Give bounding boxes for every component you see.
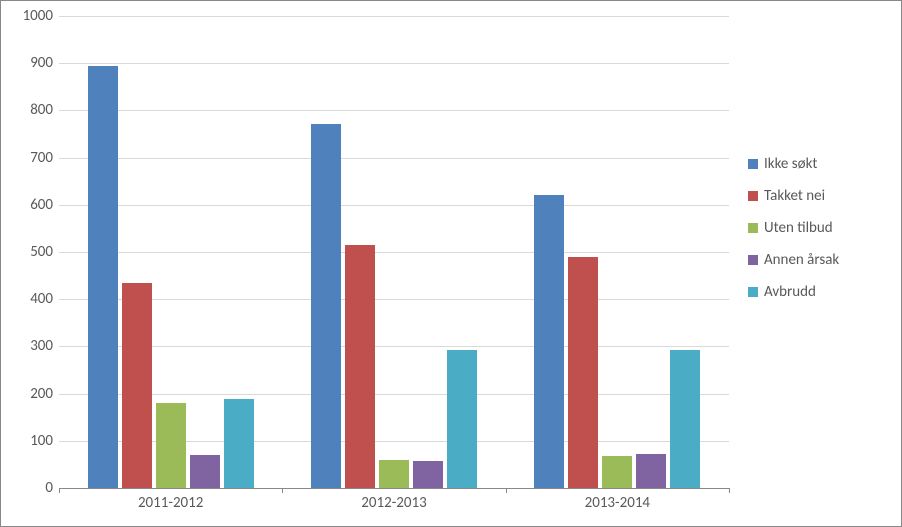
y-tick-label: 500 <box>30 243 53 261</box>
legend-item: Uten tilbud <box>748 219 839 237</box>
gridline <box>59 346 729 347</box>
y-tick-label: 100 <box>30 432 53 450</box>
y-tick-label: 600 <box>30 196 53 214</box>
x-tick-mark <box>282 488 283 493</box>
legend-label: Ikke søkt <box>764 155 817 173</box>
bar <box>568 257 598 488</box>
plot-area: 010020030040050060070080090010002011-201… <box>59 16 729 488</box>
y-tick-label: 0 <box>45 479 53 497</box>
y-tick-label: 200 <box>30 385 53 403</box>
legend-label: Takket nei <box>764 187 825 205</box>
y-tick-label: 300 <box>30 337 53 355</box>
legend-swatch <box>748 159 758 169</box>
bar <box>447 350 477 488</box>
legend-swatch <box>748 223 758 233</box>
gridline <box>59 158 729 159</box>
legend-item: Takket nei <box>748 187 839 205</box>
bar <box>190 455 220 488</box>
bar <box>156 403 186 488</box>
y-tick-label: 400 <box>30 290 53 308</box>
chart-frame: 0 100 200 300 400 500 600 700 800 900 1000 2011-201… <box>0 0 902 527</box>
gridline <box>59 16 729 17</box>
bar <box>88 66 118 488</box>
x-tick-mark <box>729 488 730 493</box>
legend: Ikke søkt Takket nei Uten tilbud Annen årsa… <box>748 141 839 315</box>
y-tick-label: 900 <box>30 54 53 72</box>
gridline <box>59 205 729 206</box>
gridline <box>59 394 729 395</box>
gridline <box>59 110 729 111</box>
legend-label: Annen årsak <box>764 251 839 269</box>
bar <box>670 350 700 488</box>
x-tick-label: 2011-2012 <box>138 494 203 512</box>
y-tick-label: 800 <box>30 101 53 119</box>
y-tick-label: 700 <box>30 149 53 167</box>
legend-item: Ikke søkt <box>748 155 839 173</box>
x-tick-mark <box>506 488 507 493</box>
bar <box>345 245 375 488</box>
legend-swatch <box>748 191 758 201</box>
bar <box>636 454 666 488</box>
gridline <box>59 299 729 300</box>
x-tick-label: 2012-2013 <box>361 494 426 512</box>
x-tick-mark <box>59 488 60 493</box>
bar <box>122 283 152 488</box>
bar <box>602 456 632 488</box>
legend-swatch <box>748 287 758 297</box>
y-tick-label: 1000 <box>23 7 53 25</box>
bar <box>413 461 443 488</box>
bar <box>534 195 564 488</box>
bar <box>311 124 341 488</box>
legend-item: Annen årsak <box>748 251 839 269</box>
gridline <box>59 252 729 253</box>
gridline <box>59 488 729 489</box>
legend-swatch <box>748 255 758 265</box>
bar <box>224 399 254 488</box>
bar <box>379 460 409 488</box>
legend-label: Avbrudd <box>764 283 816 301</box>
x-tick-label: 2013-2014 <box>585 494 650 512</box>
legend-label: Uten tilbud <box>764 219 833 237</box>
legend-item: Avbrudd <box>748 283 839 301</box>
gridline <box>59 63 729 64</box>
